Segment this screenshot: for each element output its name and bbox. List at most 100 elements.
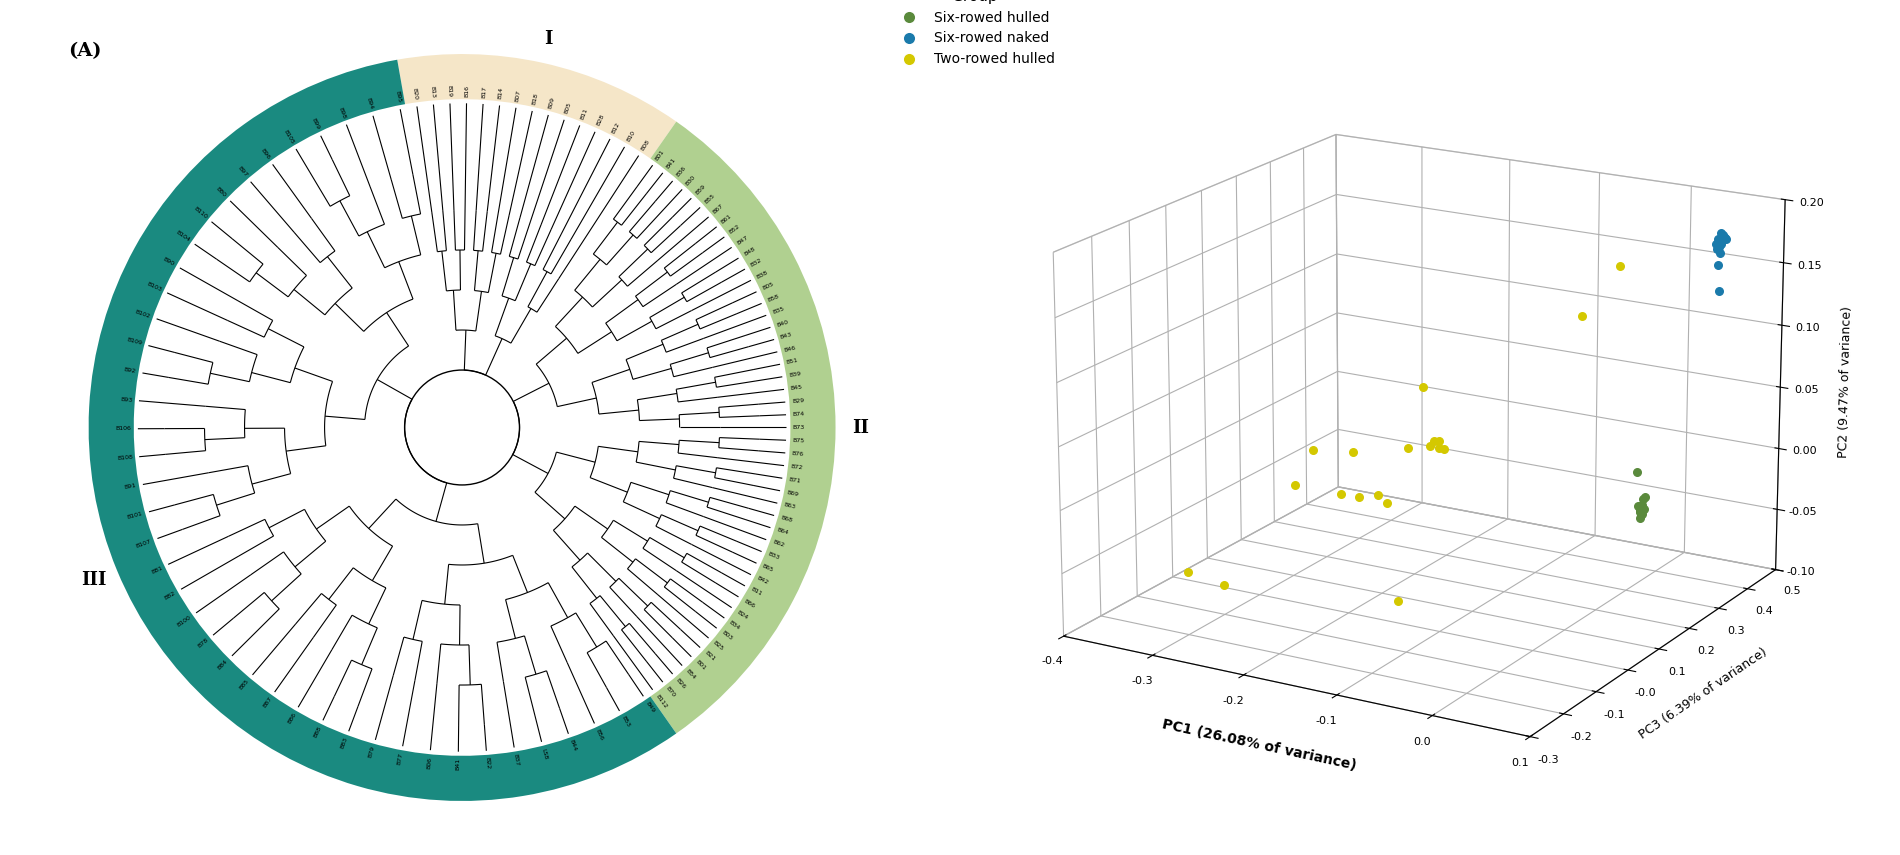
Text: B13: B13 bbox=[429, 86, 435, 98]
Text: B20: B20 bbox=[412, 87, 418, 100]
Text: B40: B40 bbox=[775, 319, 788, 327]
Text: B37: B37 bbox=[513, 753, 519, 766]
Text: B22: B22 bbox=[484, 758, 490, 770]
Text: B110: B110 bbox=[192, 205, 207, 220]
Text: B85: B85 bbox=[239, 678, 251, 691]
Text: B56: B56 bbox=[595, 728, 604, 741]
Text: B105: B105 bbox=[283, 128, 294, 144]
Text: B92: B92 bbox=[124, 368, 137, 374]
Text: B93: B93 bbox=[120, 397, 133, 403]
Text: B01: B01 bbox=[654, 149, 665, 162]
Text: B100: B100 bbox=[177, 615, 192, 628]
Text: B14: B14 bbox=[498, 86, 504, 99]
Text: B84: B84 bbox=[217, 658, 230, 671]
Text: B09: B09 bbox=[547, 97, 555, 109]
Text: B06: B06 bbox=[426, 757, 431, 769]
Text: B75: B75 bbox=[792, 438, 806, 444]
Text: B35: B35 bbox=[771, 306, 785, 315]
Text: B102: B102 bbox=[135, 309, 152, 319]
Text: LS8: LS8 bbox=[542, 747, 549, 760]
Text: B90: B90 bbox=[162, 256, 175, 267]
Text: B73: B73 bbox=[792, 425, 806, 430]
Wedge shape bbox=[89, 60, 676, 801]
Text: B52: B52 bbox=[728, 224, 741, 235]
Text: B96: B96 bbox=[260, 148, 272, 161]
Text: (A): (A) bbox=[68, 42, 101, 60]
Text: B62: B62 bbox=[771, 540, 785, 549]
Text: B69: B69 bbox=[787, 490, 798, 497]
Y-axis label: PC3 (6.39% of variance): PC3 (6.39% of variance) bbox=[1638, 646, 1769, 741]
Text: B21: B21 bbox=[703, 650, 716, 662]
Text: B70: B70 bbox=[665, 686, 676, 699]
Text: B74: B74 bbox=[792, 411, 806, 417]
Text: B48: B48 bbox=[743, 246, 756, 256]
Text: B45: B45 bbox=[790, 385, 804, 391]
Text: B68: B68 bbox=[779, 515, 792, 523]
Text: B91: B91 bbox=[124, 483, 137, 490]
Text: B55: B55 bbox=[703, 193, 716, 205]
Text: B12: B12 bbox=[610, 121, 621, 134]
Text: B39: B39 bbox=[788, 371, 802, 378]
Text: B49: B49 bbox=[644, 700, 655, 713]
Text: B54: B54 bbox=[684, 669, 697, 681]
Text: B80: B80 bbox=[215, 186, 228, 198]
Text: B10: B10 bbox=[625, 130, 636, 143]
Text: B24: B24 bbox=[735, 610, 749, 620]
Text: B07: B07 bbox=[515, 89, 523, 102]
Text: B41: B41 bbox=[665, 156, 676, 169]
Text: B88: B88 bbox=[314, 725, 323, 738]
Text: B32: B32 bbox=[749, 257, 762, 268]
Text: B33: B33 bbox=[768, 551, 779, 561]
Text: B71: B71 bbox=[788, 477, 802, 484]
Text: III: III bbox=[82, 571, 106, 589]
Text: B28: B28 bbox=[595, 114, 604, 127]
Text: B11: B11 bbox=[580, 107, 589, 121]
Text: B66: B66 bbox=[743, 598, 756, 609]
Text: B05: B05 bbox=[564, 102, 572, 115]
Text: B86: B86 bbox=[287, 711, 296, 724]
Text: B79: B79 bbox=[369, 746, 376, 758]
X-axis label: PC1 (26.08% of variance): PC1 (26.08% of variance) bbox=[1161, 717, 1358, 773]
Text: B36: B36 bbox=[674, 165, 686, 178]
Text: B101: B101 bbox=[127, 511, 142, 520]
Text: I: I bbox=[543, 30, 553, 48]
Text: B18: B18 bbox=[532, 92, 540, 105]
Text: B19: B19 bbox=[446, 85, 452, 97]
Text: B34: B34 bbox=[728, 620, 741, 631]
Text: B61: B61 bbox=[720, 213, 733, 225]
Text: B30: B30 bbox=[684, 174, 697, 186]
Text: B17: B17 bbox=[481, 86, 486, 97]
Text: B58: B58 bbox=[768, 294, 779, 304]
Text: B05: B05 bbox=[762, 281, 775, 292]
Legend: Six-rowed hulled, Six-rowed naked, Two-rowed hulled: Six-rowed hulled, Six-rowed naked, Two-r… bbox=[889, 0, 1060, 72]
Text: B01: B01 bbox=[694, 659, 707, 672]
Text: B82: B82 bbox=[163, 590, 177, 601]
Text: B107: B107 bbox=[135, 539, 152, 549]
Wedge shape bbox=[397, 54, 676, 158]
Text: B81: B81 bbox=[150, 565, 163, 575]
Text: B98: B98 bbox=[338, 106, 346, 120]
Text: B38: B38 bbox=[756, 269, 770, 280]
Text: B65: B65 bbox=[762, 563, 775, 574]
Text: B104: B104 bbox=[175, 229, 190, 243]
Text: B46: B46 bbox=[783, 345, 796, 353]
Text: II: II bbox=[851, 418, 868, 437]
Text: B63: B63 bbox=[783, 502, 796, 510]
Text: B03: B03 bbox=[720, 630, 733, 642]
Text: B97: B97 bbox=[236, 166, 249, 179]
Text: B106: B106 bbox=[116, 427, 131, 431]
Text: B41: B41 bbox=[456, 758, 462, 770]
Text: B29: B29 bbox=[792, 398, 804, 404]
Text: B109: B109 bbox=[125, 338, 142, 346]
Text: B11: B11 bbox=[749, 587, 762, 597]
Text: B83: B83 bbox=[340, 736, 350, 750]
Text: B51: B51 bbox=[787, 358, 798, 365]
Text: B103: B103 bbox=[146, 281, 162, 292]
Text: B43: B43 bbox=[779, 332, 792, 340]
Text: B87: B87 bbox=[262, 696, 274, 709]
Text: B78: B78 bbox=[198, 638, 209, 649]
Text: B26: B26 bbox=[674, 677, 686, 690]
Text: B72: B72 bbox=[790, 464, 804, 470]
Text: B64: B64 bbox=[775, 528, 788, 536]
Wedge shape bbox=[650, 121, 836, 734]
